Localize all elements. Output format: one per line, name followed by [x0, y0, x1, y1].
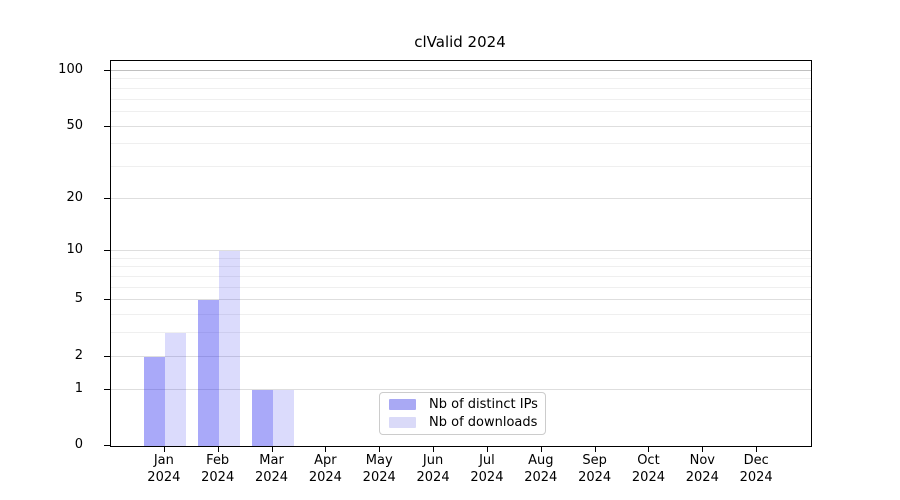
y-tick-label: 20	[66, 189, 83, 205]
x-tick-label: May 2024	[362, 453, 396, 485]
minor-gridline	[111, 266, 811, 268]
x-tick-mark	[486, 446, 488, 452]
minor-gridline	[111, 314, 811, 316]
bar-distinct-ips	[143, 356, 165, 446]
y-tick-mark	[104, 125, 110, 127]
minor-gridline	[111, 257, 811, 259]
x-tick-mark	[594, 446, 596, 452]
plot-area: Nb of distinct IPs Nb of downloads	[110, 60, 812, 447]
x-tick-label: Sep 2024	[578, 453, 612, 485]
x-tick-mark	[163, 446, 165, 452]
legend-swatch	[389, 417, 416, 428]
legend-swatch	[389, 399, 416, 410]
y-tick-label: 2	[74, 347, 83, 363]
legend: Nb of distinct IPs Nb of downloads	[379, 392, 546, 435]
bar-downloads	[272, 389, 294, 446]
bar-downloads	[218, 251, 240, 446]
major-gridline	[111, 250, 811, 252]
bar-downloads	[164, 333, 186, 446]
major-gridline	[111, 70, 811, 71]
y-tick-mark	[104, 355, 110, 357]
minor-gridline	[111, 276, 811, 278]
legend-label: Nb of downloads	[429, 415, 538, 430]
minor-gridline	[111, 87, 811, 89]
y-tick-mark	[104, 70, 110, 71]
major-gridline	[111, 197, 811, 199]
minor-gridline	[111, 332, 811, 334]
y-tick-label: 5	[74, 291, 83, 307]
minor-gridline	[111, 110, 811, 112]
x-tick-mark	[271, 446, 273, 452]
legend-row: Nb of downloads	[389, 415, 545, 430]
x-tick-label: Jan 2024	[147, 453, 181, 485]
x-tick-label: Jul 2024	[470, 453, 504, 485]
x-tick-mark	[433, 446, 435, 452]
minor-gridline	[111, 286, 811, 288]
x-tick-label: Aug 2024	[524, 453, 558, 485]
y-tick-mark	[104, 388, 110, 390]
y-tick-label: 0	[74, 437, 83, 452]
y-tick-label: 100	[58, 62, 83, 77]
bar-distinct-ips	[251, 389, 273, 446]
x-tick-mark	[379, 446, 381, 452]
x-tick-label: Oct 2024	[631, 453, 665, 485]
legend-label: Nb of distinct IPs	[429, 397, 538, 412]
major-gridline	[111, 355, 811, 357]
x-tick-mark	[540, 446, 542, 452]
x-tick-mark	[702, 446, 704, 452]
minor-gridline	[111, 143, 811, 145]
x-tick-mark	[756, 446, 758, 452]
x-tick-mark	[217, 446, 219, 452]
x-tick-label: Feb 2024	[201, 453, 235, 485]
x-tick-label: Nov 2024	[685, 453, 719, 485]
x-tick-label: Apr 2024	[308, 453, 342, 485]
minor-gridline	[111, 98, 811, 100]
y-tick-label: 10	[66, 242, 83, 258]
x-tick-mark	[648, 446, 650, 452]
bar-distinct-ips	[197, 300, 219, 446]
y-tick-label: 1	[74, 380, 83, 396]
minor-gridline	[111, 165, 811, 167]
y-tick-mark	[104, 197, 110, 199]
major-gridline	[111, 388, 811, 390]
x-tick-label: Dec 2024	[739, 453, 773, 485]
x-tick-label: Jun 2024	[416, 453, 450, 485]
chart-title: clValid 2024	[414, 33, 506, 51]
minor-gridline	[111, 78, 811, 80]
y-tick-mark	[104, 250, 110, 252]
y-tick-mark	[104, 299, 110, 301]
y-tick-mark	[104, 445, 110, 446]
x-tick-mark	[325, 446, 327, 452]
major-gridline	[111, 125, 811, 127]
x-tick-label: Mar 2024	[254, 453, 289, 485]
y-tick-label: 50	[66, 117, 83, 133]
major-gridline	[111, 299, 811, 301]
legend-row: Nb of distinct IPs	[389, 397, 545, 412]
